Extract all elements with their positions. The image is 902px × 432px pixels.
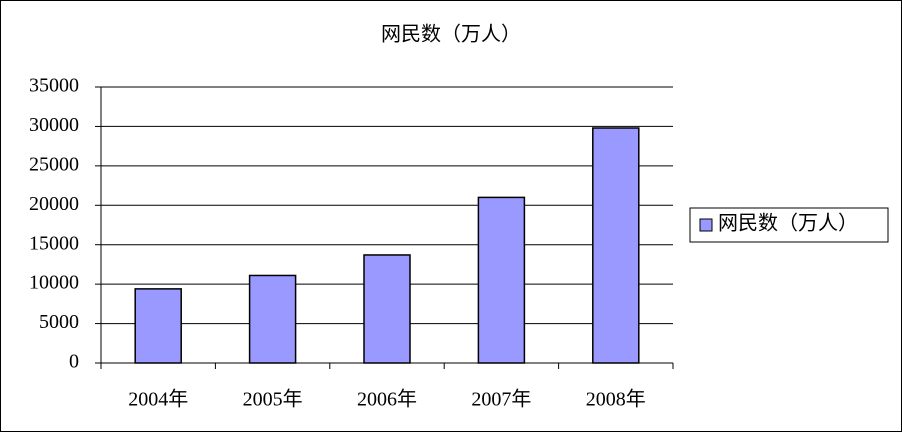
y-tick-label: 35000: [29, 75, 79, 97]
y-tick-label: 30000: [29, 114, 79, 136]
bar: [363, 254, 411, 364]
bar: [134, 288, 182, 364]
legend-swatch: [699, 218, 713, 232]
y-tick-label: 20000: [29, 193, 79, 215]
x-tick-label: 2006年: [357, 388, 417, 411]
y-tick-label: 25000: [29, 153, 79, 175]
legend-box: [689, 207, 889, 243]
x-tick-label: 2008年: [586, 388, 646, 411]
bar: [477, 196, 526, 364]
bar: [248, 274, 297, 364]
y-tick-label: 10000: [29, 272, 79, 294]
y-tick-label: 0: [69, 351, 79, 373]
chart-title: 网民数（万人）: [381, 23, 521, 46]
x-tick-label: 2007年: [471, 388, 531, 411]
legend-label: 网民数（万人）: [718, 212, 858, 235]
x-tick-label: 2005年: [243, 388, 303, 411]
bar: [592, 127, 640, 364]
y-tick-label: 5000: [39, 311, 79, 333]
y-tick-label: 15000: [29, 232, 79, 254]
x-tick-label: 2004年: [128, 388, 188, 411]
